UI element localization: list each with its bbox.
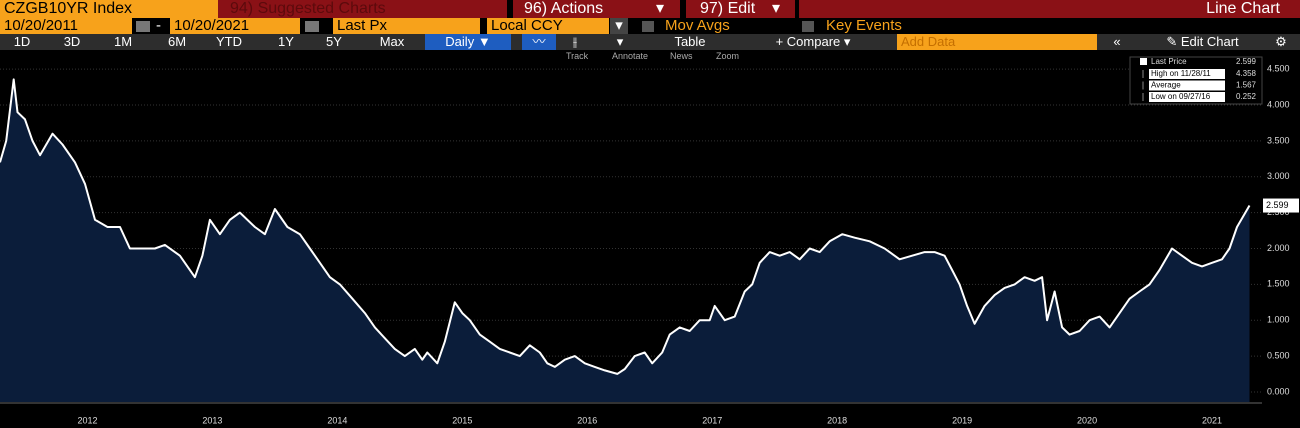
y-tick-label: 0.500: [1267, 350, 1290, 360]
legend-value: 4.358: [1236, 69, 1257, 78]
legend-label-bg: [1149, 92, 1225, 102]
frequency: Daily: [445, 34, 475, 49]
last-value-box: [1263, 198, 1299, 213]
x-tick-label: 2018: [827, 415, 847, 425]
end-date[interactable]: 10/20/2021: [170, 18, 300, 34]
x-tick-label: 2021: [1202, 415, 1222, 425]
x-tick-label: 2013: [202, 415, 222, 425]
legend-value: 0.252: [1236, 92, 1257, 101]
y-tick-label: 0.000: [1267, 386, 1290, 396]
frequency-select[interactable]: Daily ▼: [425, 34, 511, 50]
x-tick-label: 2015: [452, 415, 472, 425]
legend-label: Low on 09/27/16: [1151, 92, 1211, 101]
separator: [680, 0, 686, 18]
start-date[interactable]: 10/20/2011: [0, 18, 132, 34]
bar-icon[interactable]: ⫲: [572, 34, 578, 49]
key-events[interactable]: Key Events: [826, 18, 902, 34]
tool-button[interactable]: News: [670, 51, 693, 61]
edit-chart[interactable]: ✎ Edit Chart: [1166, 34, 1239, 49]
legend-swatch: [1140, 58, 1147, 65]
dropdown-arrow[interactable]: ▾: [610, 18, 628, 34]
y-tick-label: 3.000: [1267, 171, 1290, 181]
currency-select[interactable]: Local CCY: [487, 18, 609, 34]
tool-button[interactable]: Zoom: [716, 51, 740, 61]
suggested-charts[interactable]: 94) Suggested Charts: [230, 0, 386, 17]
separator: [507, 0, 513, 18]
x-tick-label: 2017: [702, 415, 722, 425]
dropdown-arrow: ▾: [772, 0, 781, 17]
compare-button[interactable]: + Compare ▾: [775, 34, 851, 49]
y-tick-label: 3.500: [1267, 135, 1290, 145]
period-button[interactable]: 5Y: [326, 34, 342, 49]
table-button[interactable]: Table: [674, 34, 706, 49]
security[interactable]: CZGB10YR Index: [0, 0, 218, 18]
actions-menu[interactable]: 96) Actions: [524, 0, 604, 17]
legend-label-bg: [1149, 80, 1225, 91]
dropdown-arrow[interactable]: ▾: [616, 34, 624, 49]
title-bar: [0, 0, 1300, 18]
legend-value: 2.599: [1236, 57, 1257, 66]
legend-label-bg: [1149, 69, 1225, 79]
y-tick-label: 1.000: [1267, 315, 1290, 325]
y-tick-label: 2.000: [1267, 243, 1290, 253]
calendar-icon[interactable]: [305, 21, 319, 32]
edit-menu[interactable]: 97) Edit: [700, 0, 756, 17]
line: [0, 78, 1251, 375]
legend-label: Average: [1151, 81, 1181, 90]
calendar-icon[interactable]: [136, 21, 150, 32]
checkbox[interactable]: [802, 21, 814, 32]
separator: [795, 0, 799, 18]
period-button[interactable]: 1M: [113, 34, 133, 49]
tool-button[interactable]: Annotate: [612, 51, 649, 61]
x-tick-label: 2020: [1077, 415, 1097, 425]
field-select[interactable]: Last Px: [333, 18, 480, 34]
last-value-label: 2.599: [1266, 200, 1289, 210]
y-tick-label: 1.500: [1267, 279, 1290, 289]
settings-icon[interactable]: ⚙: [1275, 34, 1287, 49]
period-button[interactable]: YTD: [216, 34, 242, 49]
x-tick-label: 2012: [77, 415, 97, 425]
x-tick-label: 2014: [327, 415, 347, 425]
mov-avgs[interactable]: Mov Avgs: [665, 18, 730, 34]
edit-chart-label: Edit Chart: [1180, 34, 1239, 49]
legend-value: 1.567: [1236, 81, 1257, 90]
dash: -: [156, 18, 161, 34]
compare: Compare: [786, 34, 841, 49]
line-icon[interactable]: 〰: [522, 34, 556, 50]
period-button[interactable]: 1D: [13, 34, 31, 49]
period-button[interactable]: 6M: [167, 34, 187, 49]
checkbox[interactable]: [642, 21, 654, 32]
tool-button[interactable]: Track: [566, 51, 589, 61]
legend-label: Last Price: [1151, 57, 1187, 66]
x-tick-label: 2016: [577, 415, 597, 425]
collapse-button[interactable]: «: [1113, 34, 1121, 49]
chart-type: Line Chart: [1206, 0, 1280, 17]
legend-label: High on 11/28/11: [1151, 69, 1211, 78]
y-tick-label: 4.000: [1267, 99, 1290, 109]
area: [0, 79, 1250, 403]
period-button[interactable]: Max: [379, 34, 405, 49]
x-tick-label: 2019: [952, 415, 972, 425]
dropdown-arrow: ▾: [656, 0, 665, 17]
period-button[interactable]: 1Y: [278, 34, 294, 49]
add-data[interactable]: Add Data: [897, 34, 1097, 50]
y-tick-label: 4.500: [1267, 64, 1290, 74]
period-button[interactable]: 3D: [63, 34, 81, 49]
